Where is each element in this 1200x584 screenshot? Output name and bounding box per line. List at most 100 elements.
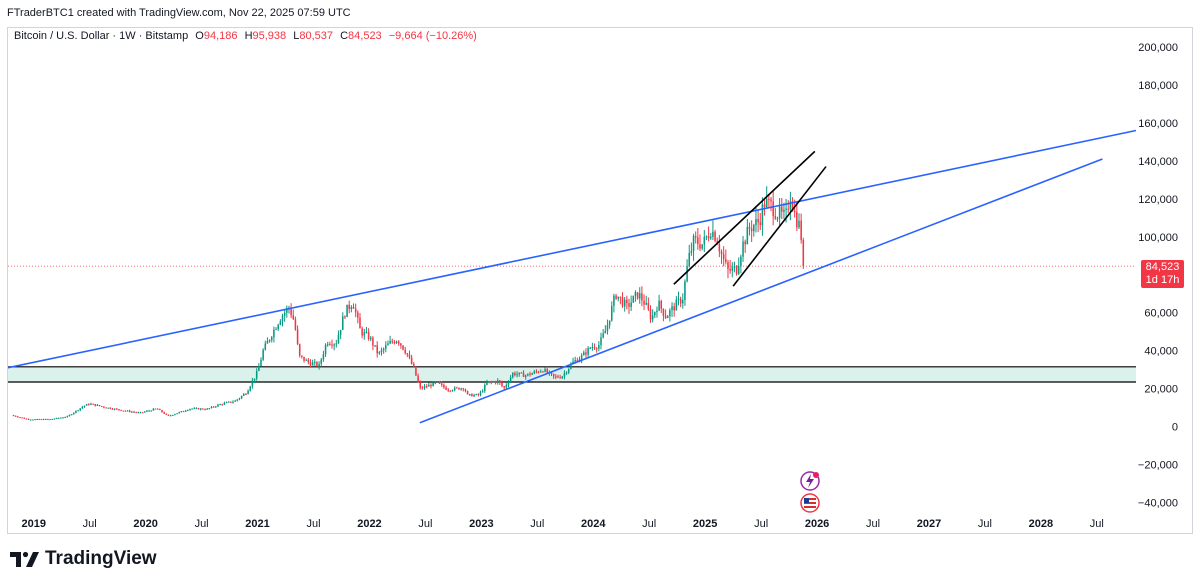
candles-layer	[12, 186, 805, 421]
candle-body	[262, 349, 264, 360]
candle-body	[643, 300, 645, 305]
bar-countdown: 1d 17h	[1145, 274, 1180, 287]
candle-body	[783, 209, 785, 212]
candle-body	[546, 369, 548, 373]
candle-body	[567, 368, 570, 373]
candle-body	[600, 337, 602, 346]
candle-body	[430, 384, 432, 387]
candle-body	[100, 406, 103, 408]
candle-body	[107, 407, 109, 409]
price-tick-label: 60,000	[1144, 308, 1178, 320]
candle-body	[669, 310, 671, 317]
candle-body	[456, 387, 458, 389]
candle-body	[701, 244, 703, 249]
candle-body	[415, 366, 417, 376]
candle-body	[731, 267, 734, 271]
candle-body	[191, 408, 193, 410]
candle-body	[742, 241, 744, 257]
candle-body	[326, 344, 329, 346]
candle-body	[49, 419, 51, 421]
candle-body	[240, 395, 243, 399]
candle-body	[116, 408, 118, 410]
candle-body	[206, 408, 208, 410]
price-tick-label: 120,000	[1138, 194, 1178, 206]
candle-body	[490, 381, 493, 383]
candle-body	[585, 352, 587, 355]
candle-body	[423, 386, 426, 389]
candle-body	[501, 382, 503, 387]
candle-body	[410, 357, 413, 365]
candle-body	[462, 388, 465, 390]
candle-body	[445, 387, 447, 390]
candle-body	[531, 373, 533, 375]
candle-body	[98, 405, 101, 407]
candle-body	[527, 373, 529, 376]
price-chart[interactable]: 200,000 180,000 160,000 140,000 120,000 100,0…	[8, 28, 1192, 534]
candle-body	[307, 359, 310, 363]
candle-body	[184, 410, 187, 412]
candle-body	[630, 302, 632, 307]
candle-body	[522, 372, 525, 377]
candle-body	[496, 380, 499, 383]
candle-body	[757, 218, 759, 223]
candle-body	[619, 296, 622, 298]
candle-body	[623, 299, 626, 307]
candle-body	[595, 348, 598, 350]
time-tick-label: 2019	[21, 518, 45, 530]
candle-body	[613, 295, 615, 306]
price-axis: 200,000 180,000 160,000 140,000 120,000 100,0…	[1138, 42, 1178, 510]
candle-body	[641, 293, 643, 301]
candle-body	[174, 414, 176, 416]
tradingview-brand[interactable]: TradingView	[10, 548, 157, 570]
candle-body	[238, 398, 241, 400]
candle-body	[133, 411, 135, 413]
candle-body	[636, 292, 639, 299]
candle-body	[707, 236, 710, 239]
candle-body	[391, 340, 394, 342]
candle-body	[802, 239, 805, 267]
candle-body	[686, 266, 688, 282]
candle-body	[755, 218, 757, 226]
candle-body	[118, 409, 120, 411]
candle-body	[23, 417, 26, 419]
candle-body	[675, 299, 678, 311]
candle-body	[679, 298, 682, 304]
candle-body	[341, 316, 344, 330]
candle-body	[626, 299, 628, 304]
candle-body	[464, 389, 467, 392]
candle-body	[113, 408, 116, 410]
symbol-title[interactable]: Bitcoin / U.S. Dollar · 1W · Bitstamp	[14, 30, 189, 42]
candle-body	[406, 353, 409, 355]
candle-body	[131, 411, 133, 413]
candle-body	[286, 308, 288, 313]
candle-body	[335, 343, 338, 345]
candle-body	[387, 343, 389, 346]
candle-body	[253, 378, 256, 381]
candle-body	[542, 371, 544, 373]
us-flag-event-icon[interactable]	[800, 493, 820, 513]
candle-body	[25, 418, 28, 420]
candle-body	[591, 347, 594, 349]
candle-body	[505, 384, 508, 388]
candle-body	[524, 375, 527, 377]
candle-body	[171, 414, 174, 416]
candle-body	[796, 212, 798, 228]
candle-body	[729, 268, 731, 271]
candle-body	[90, 403, 92, 405]
candle-body	[593, 347, 596, 349]
candle-body	[283, 312, 286, 316]
candle-body	[275, 329, 277, 331]
candle-body	[580, 355, 583, 360]
candle-body	[781, 206, 783, 212]
channel-upper-line	[673, 150, 816, 285]
candle-body	[789, 201, 792, 210]
lightning-event-icon[interactable]	[800, 471, 820, 491]
candle-body	[778, 206, 781, 219]
candle-body	[604, 330, 607, 334]
candle-body	[748, 226, 751, 229]
candle-body	[649, 309, 652, 320]
candle-body	[617, 296, 619, 299]
candle-body	[705, 236, 708, 238]
candle-body	[51, 418, 54, 420]
candle-body	[45, 418, 47, 420]
